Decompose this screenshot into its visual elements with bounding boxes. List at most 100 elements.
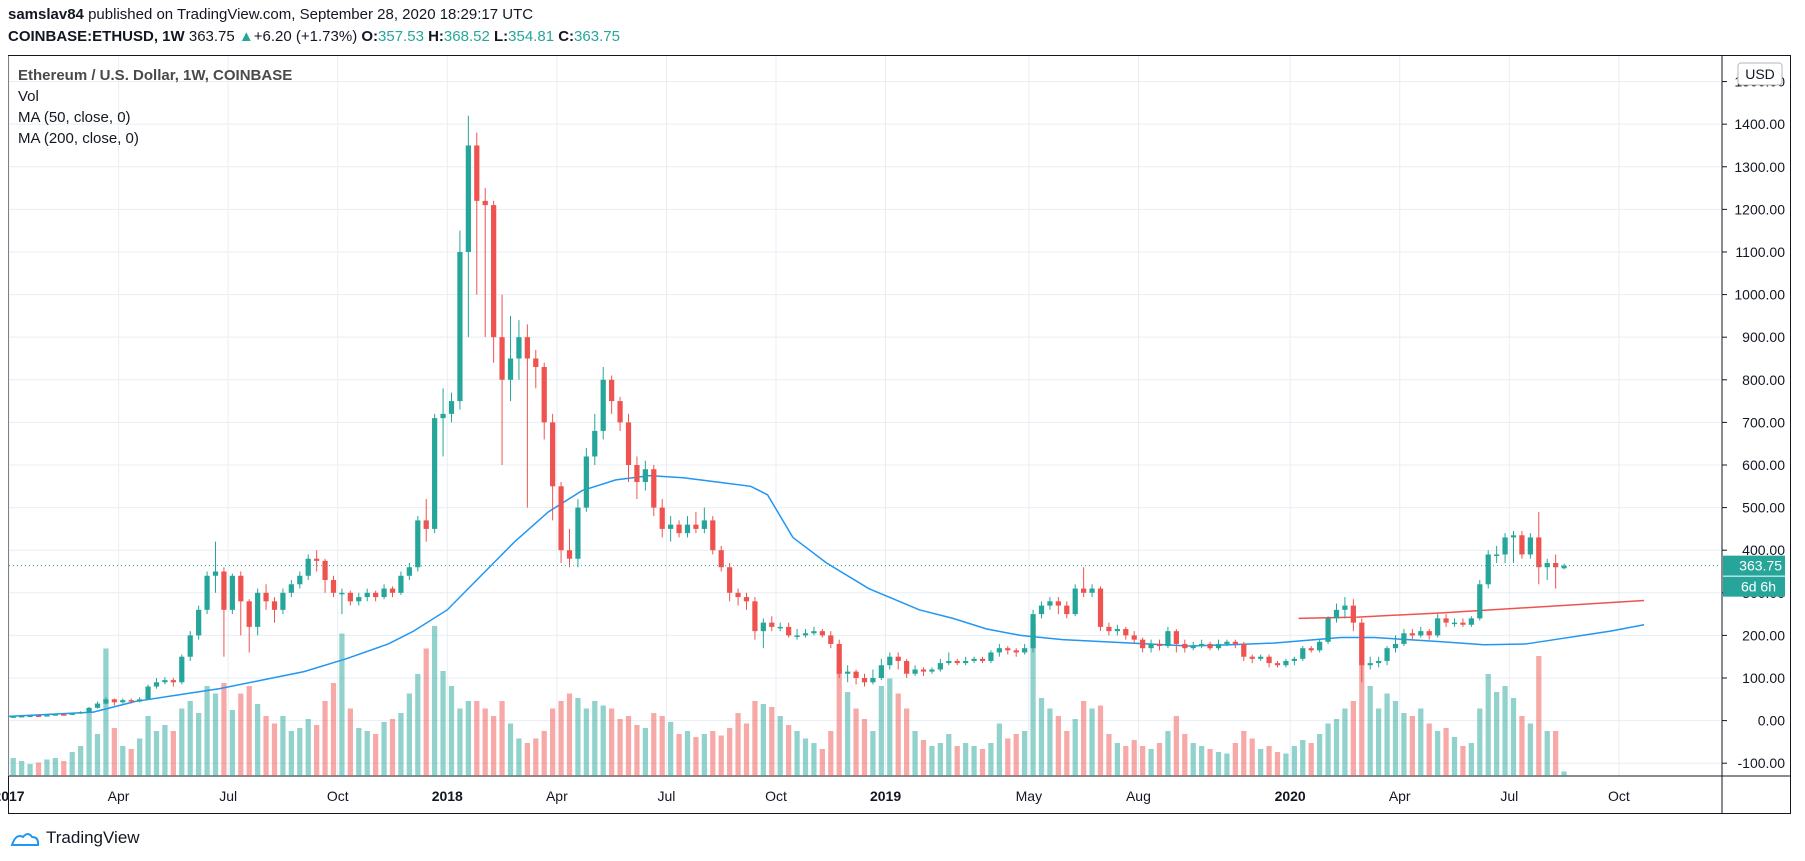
candle-body	[1190, 646, 1196, 649]
candle-body	[1418, 631, 1424, 636]
candle-body	[533, 358, 539, 368]
author-name[interactable]: samslav84	[8, 6, 84, 23]
candle-body	[1114, 629, 1120, 632]
candle-body	[35, 715, 42, 718]
candle-body	[802, 633, 809, 636]
candle-body	[937, 663, 943, 670]
volume-bar	[845, 692, 851, 776]
volume-bar	[423, 648, 429, 776]
candle-body	[1510, 535, 1517, 538]
candle-body	[482, 200, 488, 206]
volume-bar	[592, 701, 598, 776]
volume-bar	[373, 734, 379, 776]
candle-body	[1561, 565, 1567, 569]
legend-ma50[interactable]: MA (50, close, 0)	[18, 109, 131, 126]
volume-bar	[1123, 746, 1129, 776]
volume-bar	[609, 708, 615, 776]
candle-body	[238, 575, 244, 602]
volume-bar	[1165, 731, 1171, 776]
volume-bar	[1308, 743, 1314, 776]
candle-body	[474, 145, 480, 201]
candle-body	[330, 580, 337, 593]
price-tick-label: 1100.00	[1735, 244, 1785, 260]
candle-body	[170, 680, 176, 683]
time-tick-label: 2017	[0, 788, 25, 804]
legend-title[interactable]: Ethereum / U.S. Dollar, 1W, COINBASE	[18, 67, 293, 84]
candle-body	[1544, 562, 1550, 568]
volume-bar	[406, 693, 412, 776]
volume-bar	[1232, 743, 1238, 776]
volume-bar	[1022, 731, 1028, 776]
volume-bar	[684, 731, 691, 776]
price-tick-label: 500.00	[1742, 500, 1785, 516]
volume-bar	[128, 749, 134, 776]
change-value: +6.20 (+1.73%)	[253, 28, 358, 45]
volume-bar	[971, 746, 977, 776]
candle-body	[145, 686, 151, 700]
candle-body	[440, 413, 446, 419]
volume-bar	[1443, 728, 1449, 776]
price-tags: 363.75 6d 6h	[9, 555, 1785, 597]
volume-bar	[170, 731, 176, 776]
countdown-tag	[1723, 576, 1785, 597]
volume-bar	[389, 719, 396, 776]
footer-brand[interactable]: TradingView	[10, 828, 140, 848]
volume-bar	[432, 626, 438, 776]
volume-bar	[861, 719, 868, 776]
time-tick-label: 2019	[870, 788, 901, 804]
candle-body	[457, 251, 463, 402]
candle-body	[668, 524, 674, 529]
volume-bar	[1005, 738, 1011, 776]
volume-bar	[61, 761, 67, 776]
volume-bar	[491, 716, 497, 776]
symbol-label[interactable]: COINBASE:ETHUSD, 1W	[8, 28, 185, 45]
volume-bar	[701, 734, 707, 776]
volume-bar	[52, 758, 58, 776]
price-tick-label: 1200.00	[1734, 201, 1785, 217]
volume-bar	[963, 743, 969, 776]
volume-bar	[221, 683, 227, 776]
price-tick-label: 1000.00	[1734, 287, 1785, 303]
volume-bar	[988, 743, 994, 776]
open-value: 357.53	[378, 28, 424, 45]
volume-bar	[710, 731, 716, 776]
symbol-info-bar: COINBASE:ETHUSD, 1W 363.75 ▲+6.20 (+1.73…	[8, 28, 620, 45]
candle-body	[1249, 656, 1255, 659]
candle-body	[575, 507, 581, 559]
candle-body	[1072, 588, 1078, 615]
candle-body	[1182, 643, 1188, 649]
volume-bar	[651, 713, 657, 776]
time-tick-label: Apr	[1389, 788, 1411, 804]
candle-body	[305, 558, 311, 576]
legend-ma200[interactable]: MA (200, close, 0)	[18, 130, 139, 147]
volume-bar	[78, 746, 84, 776]
legend-vol[interactable]: Vol	[18, 88, 39, 105]
volume-bar	[811, 743, 817, 776]
volume-bar	[1367, 686, 1373, 776]
volume-bar	[1510, 698, 1517, 776]
volume-bar	[996, 723, 1002, 776]
candle-body	[1468, 618, 1474, 625]
candle-body	[322, 560, 328, 581]
volume-bar	[853, 708, 859, 776]
volume-bar	[229, 710, 235, 776]
candle-body	[1064, 605, 1070, 615]
candle-body	[592, 430, 598, 457]
volume-bar	[330, 683, 337, 776]
currency-button[interactable]	[1737, 62, 1783, 86]
time-tick-label: 2018	[432, 788, 463, 804]
candle-body	[878, 665, 884, 679]
volume-bar	[111, 728, 117, 776]
candle-body	[1013, 650, 1019, 653]
volume-bar	[870, 731, 876, 776]
candle-body	[1165, 631, 1171, 647]
volume-bar	[937, 743, 943, 776]
volume-bar	[457, 708, 463, 776]
candle-body	[600, 379, 606, 431]
candle-body	[381, 588, 387, 598]
volume-bar	[533, 738, 539, 776]
volume-bar	[1283, 753, 1289, 776]
candle-body	[221, 571, 227, 610]
volume-bar	[735, 713, 741, 776]
